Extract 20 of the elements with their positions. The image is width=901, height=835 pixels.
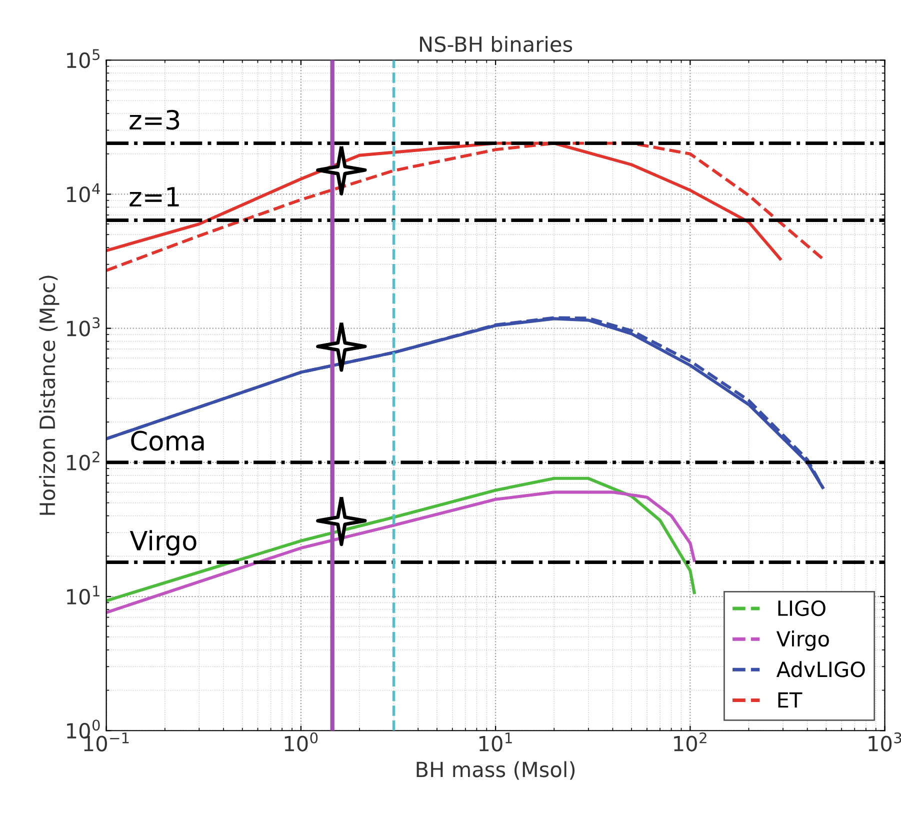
- x-axis-title: BH mass (Msol): [416, 761, 575, 780]
- y-tick-label: 10$^{1}$: [67, 586, 100, 605]
- y-tick-label: 10$^{5}$: [67, 49, 100, 68]
- x-tick-label: 10$^{1}$: [480, 732, 512, 752]
- y-tick-label: 10$^{3}$: [67, 317, 100, 336]
- annotation: z=3: [130, 110, 180, 130]
- legend-label: Virgo: [776, 630, 829, 651]
- legend-label: AdvLIGO: [776, 661, 865, 678]
- y-axis-title: Horizon Distance (Mpc): [39, 276, 60, 515]
- x-tick-label: 10$^{3}$: [868, 732, 901, 752]
- y-tick-label: 10$^{2}$: [67, 451, 100, 470]
- x-tick-label: 10$^{2}$: [674, 732, 706, 752]
- legend-label: LIGO: [778, 600, 826, 616]
- x-tick-label: 10$^{0}$: [284, 732, 318, 752]
- legend-label: ET: [778, 692, 802, 708]
- chart-title: NS-BH binaries: [420, 36, 572, 52]
- y-tick-label: 10$^{4}$: [67, 183, 100, 202]
- ref-line-label: Virgo: [130, 530, 196, 556]
- ref-line-label: Coma: [131, 430, 204, 451]
- annotation: z=1: [130, 187, 179, 206]
